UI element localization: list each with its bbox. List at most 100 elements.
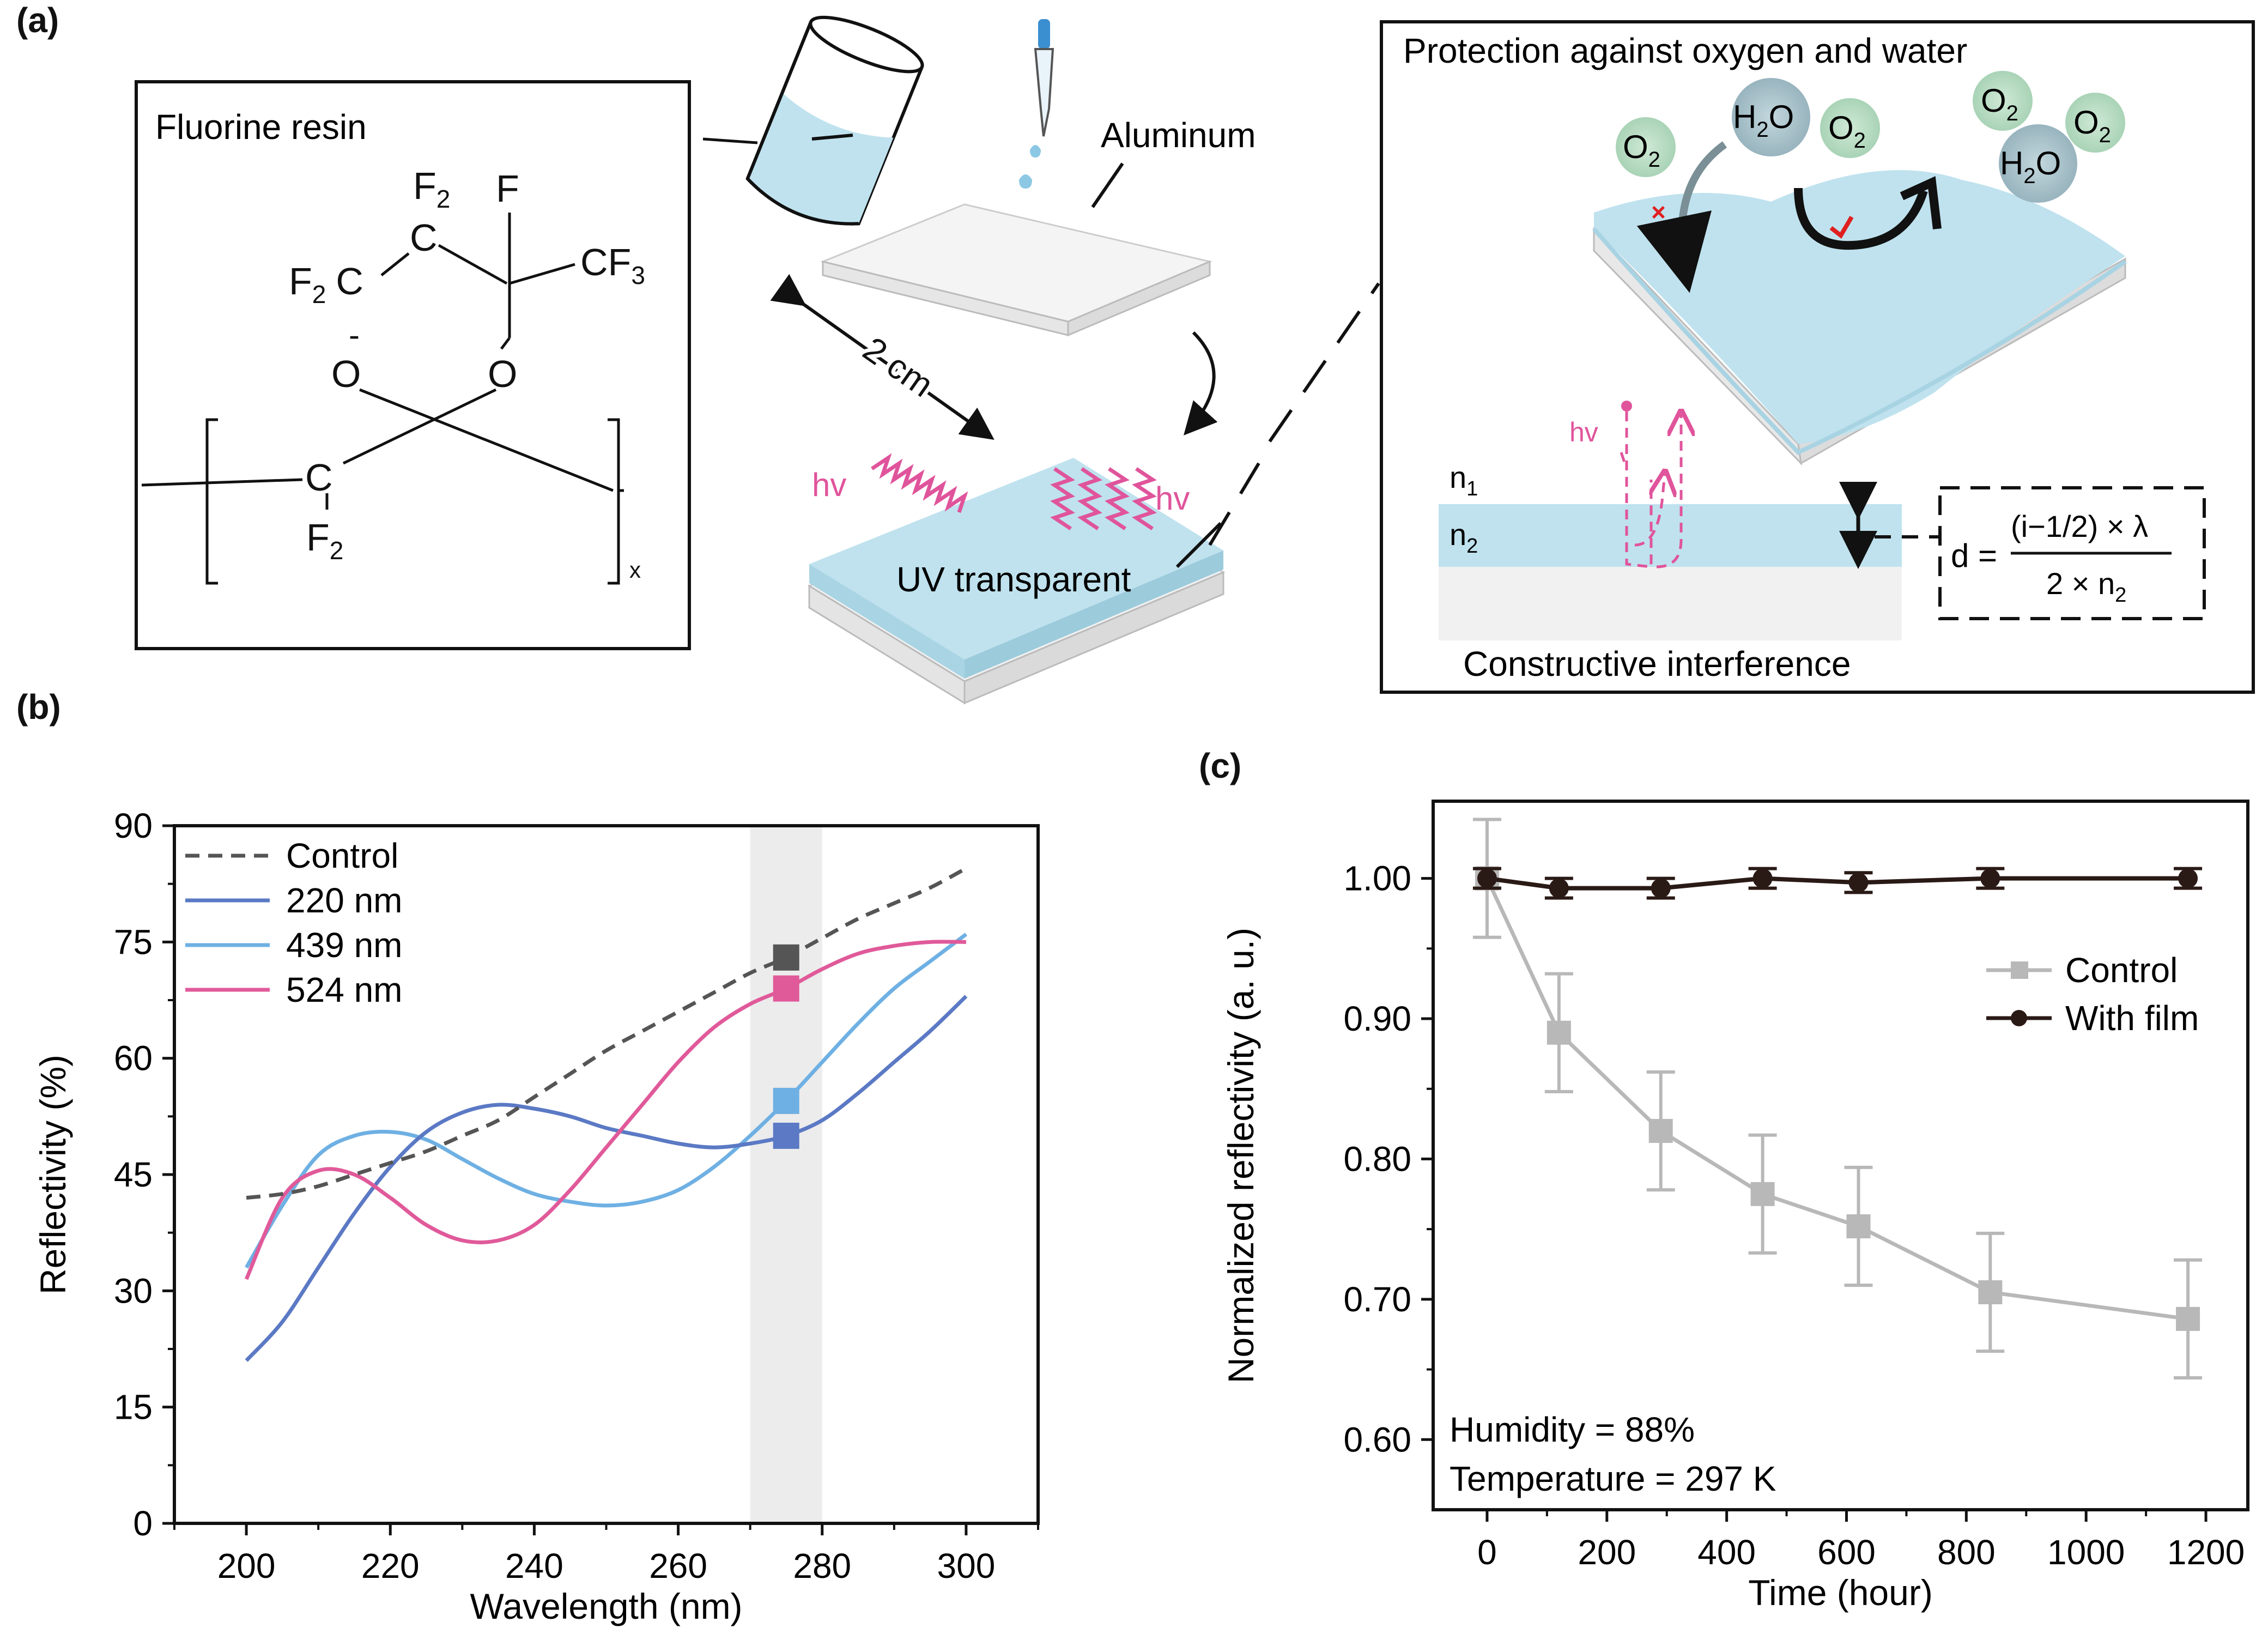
check-icon [1829, 215, 1854, 239]
panel-label-c: (c) [1199, 746, 1242, 785]
y-tick-label: 15 [114, 1388, 153, 1427]
aluminum-label: Aluminum [1101, 116, 1256, 155]
atom-f2c-left: F2 C [289, 260, 363, 308]
svg-text:O2: O2 [1981, 82, 2018, 125]
aluminum-leader [1091, 162, 1124, 208]
thin-film-diagram: n1 n2 hv d = (i−1/2) × λ 2 × n2 Construc… [1439, 401, 2206, 683]
y-tick-label: 45 [114, 1155, 153, 1194]
series-line-524-nm [244, 940, 966, 1280]
x-tick-label: 280 [793, 1546, 851, 1585]
data-point-control [1846, 1214, 1871, 1238]
atom-o-right: O [488, 353, 517, 395]
normalized-reflectivity-chart: 0 200 400 600 800 1000 1200 0.60 0.70 0.80 0.90 1.0… [1221, 800, 2249, 1613]
legend-label: Control [2065, 951, 2178, 990]
data-point-with-film [1848, 873, 1869, 893]
x-tick-label: 600 [1817, 1533, 1876, 1572]
size-arrow [770, 274, 994, 440]
pouring-beaker [745, 15, 924, 226]
data-point-control [2176, 1306, 2200, 1331]
atom-o-left: O [331, 353, 361, 395]
hv-waves-right [1050, 467, 1157, 530]
y-tick-label: 1.00 [1343, 859, 1411, 898]
y-tick-label: 0.70 [1343, 1280, 1411, 1319]
molecule-o2-3: O2 [1973, 71, 2033, 131]
process-arrow [1183, 331, 1218, 435]
series-marker-220-nm [773, 1122, 799, 1149]
y-tick-label: 90 [114, 806, 153, 845]
data-point-control [1648, 1118, 1673, 1143]
data-point-with-film [1980, 868, 2000, 888]
schematic-panel-a: Fluorine resin F2 C F CF3 F2 C - O O C F2… [135, 15, 2255, 705]
plot-frame [1432, 800, 2249, 1511]
series-marker-524-nm [773, 975, 799, 1002]
data-point-control [1978, 1280, 2003, 1304]
zoom-line-2 [1268, 282, 1380, 443]
x-tick-label: 200 [1578, 1533, 1636, 1572]
x-tick-label: 400 [1697, 1533, 1756, 1572]
series-line-439-nm [245, 933, 968, 1269]
interference-label: Constructive interference [1463, 644, 1851, 683]
molecule-o2-4: O2 [2065, 93, 2125, 153]
series-line-with-film [1487, 876, 2188, 891]
reflectivity-chart: 200 220 240 260 280 300 0 15 30 45 60 75 90 Wavelengt… [33, 806, 1040, 1626]
zoom-line-1 [1208, 462, 1260, 546]
x-axis-label: Wavelength (nm) [470, 1586, 742, 1626]
x-tick-label: 0 [1477, 1533, 1497, 1572]
y-tick-label: 75 [114, 922, 153, 961]
x-tick-label: 220 [361, 1546, 420, 1585]
x-tick-label: 800 [1937, 1533, 1996, 1572]
aluminum-plate [820, 203, 1212, 337]
y-tick-label: 0.90 [1343, 999, 1411, 1038]
legend-label: 220 nm [286, 881, 402, 920]
atom-c-chain: C [305, 456, 333, 499]
x-tick-label: 200 [217, 1546, 276, 1585]
bounce-arrow-head [1900, 176, 1942, 229]
series-line-220-nm [245, 995, 968, 1362]
legend-marker [2011, 1010, 2027, 1026]
atom-f2-bottom: F2 [306, 516, 343, 565]
x-tick-label: 1200 [2167, 1533, 2245, 1572]
uv-film-leader [1175, 522, 1222, 568]
n1-label: n1 [1450, 460, 1478, 500]
annotation-text: Humidity = 88% [1450, 1410, 1695, 1449]
series-line-control [1485, 878, 2188, 1321]
atom-cf3: CF3 [580, 241, 645, 289]
x-tick-label: 240 [505, 1546, 563, 1585]
y-tick-label: 0 [133, 1504, 153, 1543]
data-point-with-film [2178, 868, 2198, 888]
equation-lhs: d = [1951, 537, 1997, 574]
protective-film-surface [1592, 170, 2127, 466]
n2-label: n2 [1450, 517, 1478, 558]
bounce-arrow [1794, 187, 1928, 250]
series-line-control [246, 867, 967, 1200]
equation-denominator: 2 × n2 [2046, 566, 2126, 607]
svg-text:O2: O2 [1828, 110, 1866, 153]
atom-c-top: C [410, 216, 438, 259]
panel-label-a: (a) [16, 1, 59, 40]
svg-text:H2O: H2O [1733, 99, 1794, 142]
repeat-x: x [629, 557, 641, 583]
svg-text:O2: O2 [1623, 129, 1660, 172]
hv-right-label: hv [1155, 480, 1190, 517]
series-marker-439-nm [773, 1087, 799, 1114]
panel-label-b: (b) [16, 687, 61, 727]
data-point-with-film [1651, 878, 1671, 898]
annotation-text: Temperature = 297 K [1450, 1459, 1776, 1498]
molecule-o2-2: O2 [1820, 98, 1880, 158]
legend-label: 439 nm [286, 925, 402, 965]
uv-transparent-label: UV transparent [896, 560, 1131, 599]
resin-box-title: Fluorine resin [155, 107, 367, 147]
molecule-h2o-1: H2O [1732, 78, 1810, 156]
resin-box [135, 80, 691, 650]
svg-text:O2: O2 [2073, 104, 2111, 147]
legend-label: With film [2065, 998, 2199, 1038]
svg-text:H2O: H2O [2000, 145, 2061, 188]
y-tick-label: 0.80 [1343, 1139, 1411, 1178]
x-axis-label: Time (hour) [1748, 1572, 1933, 1613]
legend-label: Control [286, 836, 398, 875]
atom-f2-top: F2 [413, 165, 450, 213]
legend-label: 524 nm [286, 970, 402, 1009]
legend-marker [2011, 961, 2028, 979]
data-point-with-film [1752, 868, 1773, 888]
y-axis-label: Normalized reflectivity (a. u.) [1221, 928, 1261, 1383]
